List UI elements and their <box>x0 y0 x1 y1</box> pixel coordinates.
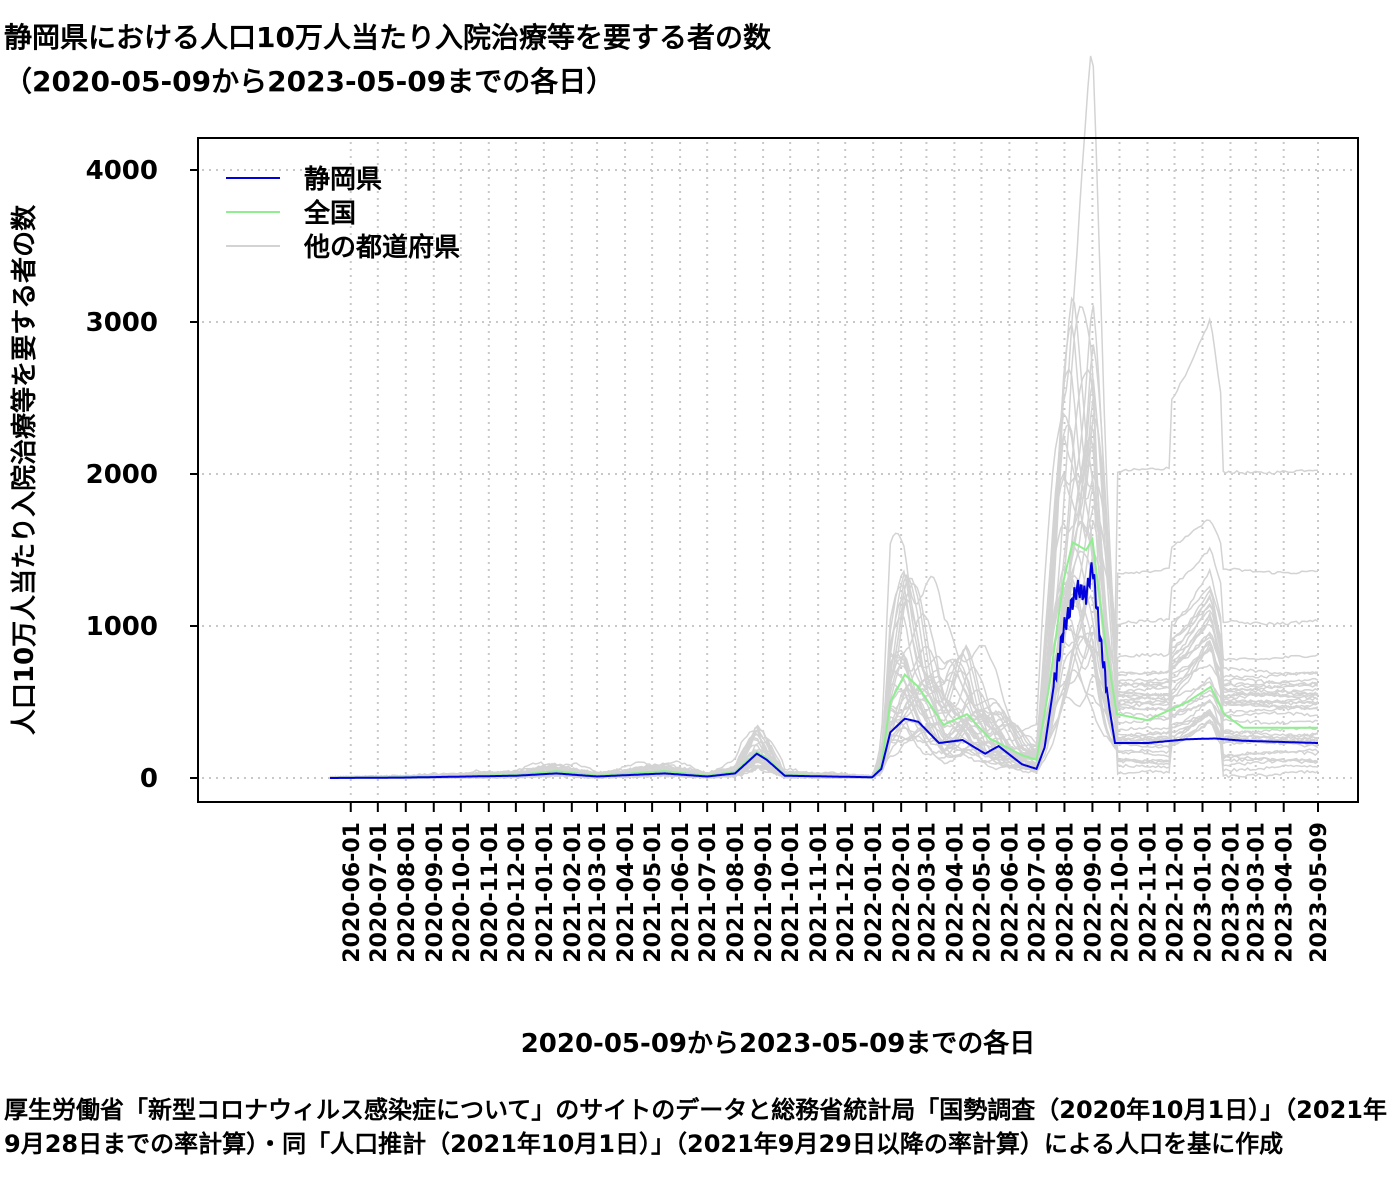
x-tick-label: 2023-01-01 <box>1192 822 1217 963</box>
x-tick-label: 2021-12-01 <box>834 822 859 963</box>
x-tick-label: 2022-08-01 <box>1053 822 1078 963</box>
x-tick-label: 2021-02-01 <box>561 822 586 963</box>
plot-frame <box>197 137 1359 803</box>
x-tick-label: 2020-12-01 <box>505 822 530 963</box>
x-tick-label: 2022-02-01 <box>890 822 915 963</box>
x-tick-label: 2021-04-01 <box>614 822 639 963</box>
x-tick-label: 2021-08-01 <box>724 822 749 963</box>
x-tick-label: 2021-09-01 <box>752 822 777 963</box>
x-tick-label: 2020-09-01 <box>423 822 448 963</box>
y-tick-label: 3000 <box>86 308 158 338</box>
chart: 0 1000 2000 3000 4000 人口10万人当たり入院治療等を要する者の数 20… <box>9 55 1359 1059</box>
x-tick-label: 2021-01-01 <box>533 822 558 963</box>
y-tick-label: 4000 <box>86 156 158 186</box>
legend-label: 他の都道府県 <box>303 232 460 263</box>
x-tick-label: 2022-03-01 <box>915 822 940 963</box>
y-tick-label: 0 <box>140 764 158 794</box>
x-tick-label: 2022-01-01 <box>862 822 887 963</box>
x-tick-label: 2020-11-01 <box>478 822 503 963</box>
x-tick-label: 2022-06-01 <box>998 822 1023 963</box>
x-tick-label: 2022-11-01 <box>1136 822 1161 963</box>
x-tick-label: 2022-05-01 <box>970 822 995 963</box>
x-tick-label: 2022-12-01 <box>1164 822 1189 963</box>
x-tick-label: 2020-07-01 <box>367 822 392 963</box>
x-tick-label: 2021-05-01 <box>641 822 666 963</box>
x-tick-label: 2021-06-01 <box>669 822 694 963</box>
shizuoka-line <box>330 562 1318 779</box>
x-tick-label: 2023-02-01 <box>1219 822 1244 963</box>
x-tick-label: 2020-10-01 <box>450 822 475 963</box>
x-axis-label: 2020-05-09から2023-05-09までの各日 <box>521 1028 1036 1059</box>
y-tick-label: 1000 <box>86 612 158 642</box>
x-tick-label: 2022-10-01 <box>1108 822 1133 963</box>
x-tick-label: 2021-10-01 <box>779 822 804 963</box>
legend-label: 静岡県 <box>304 164 382 195</box>
source-footnote: 厚生労働省「新型コロナウィルス感染症について」のサイトのデータと総務省統計局「国… <box>4 1096 1387 1158</box>
x-tick-label: 2022-07-01 <box>1025 822 1050 963</box>
x-tick-label: 2023-04-01 <box>1273 822 1298 963</box>
x-tick-label: 2021-03-01 <box>586 822 611 963</box>
x-tick-label: 2020-06-01 <box>340 822 365 963</box>
x-tick-label: 2021-07-01 <box>696 822 721 963</box>
legend-label: 全国 <box>303 198 356 229</box>
y-tick-label: 2000 <box>86 460 158 490</box>
other-prefecture-lines <box>329 55 1319 780</box>
x-tick-label: 2023-05-09 <box>1307 822 1332 963</box>
x-tick-label: 2020-08-01 <box>395 822 420 963</box>
x-tick-label: 2021-11-01 <box>807 822 832 963</box>
chart-title-line2: （2020-05-09から2023-05-09までの各日） <box>4 65 615 98</box>
x-tick-label: 2022-09-01 <box>1081 822 1106 963</box>
chart-title-line1: 静岡県における人口10万人当たり入院治療等を要する者の数 <box>4 21 771 54</box>
x-tick-label: 2022-04-01 <box>943 822 968 963</box>
x-tick-label: 2023-03-01 <box>1245 822 1270 963</box>
y-axis-label: 人口10万人当たり入院治療等を要する者の数 <box>9 204 40 735</box>
